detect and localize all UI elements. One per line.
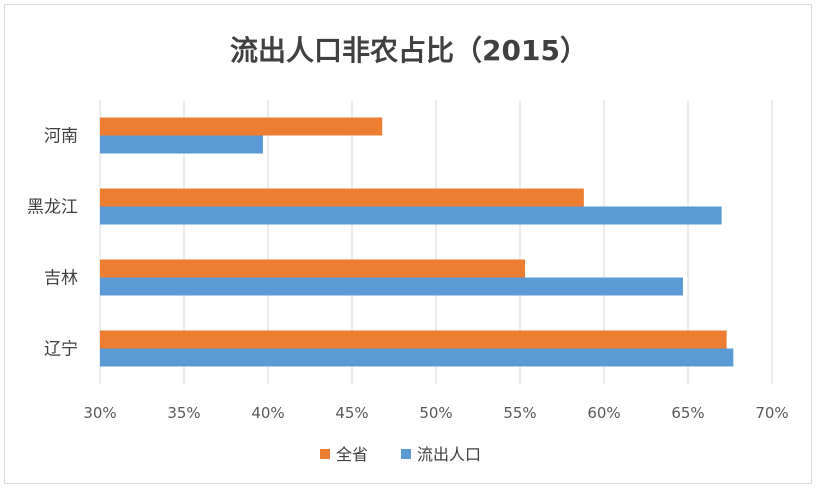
category-label: 黑龙江 [27,198,78,218]
x-tick-label: 50% [419,404,452,422]
legend-swatch [401,449,411,459]
bar [100,188,584,207]
bars [100,117,734,367]
legend-swatch [320,449,330,459]
chart-title: 流出人口非农占比（2015） [230,34,588,67]
x-tick-label: 65% [671,404,704,422]
x-tick-label: 35% [167,404,200,422]
bar [100,259,526,278]
x-tick-label: 70% [755,404,788,422]
category-label: 吉林 [44,269,78,289]
bar [100,277,683,296]
bar [100,117,383,136]
x-tick-label: 30% [83,404,116,422]
legend-label: 流出人口 [417,445,481,464]
legend-label: 全省 [336,445,368,464]
x-tick-label: 60% [587,404,620,422]
axis-labels: 30% 35% 40% 45% 50% 55% 60% 65% 70% 辽宁 吉林 黑龙江 河南 [27,127,789,423]
bar [100,330,727,349]
bar [100,135,263,154]
category-label: 河南 [44,127,78,147]
bar [100,206,722,225]
x-tick-label: 40% [251,404,284,422]
legend: 全省 流出人口 [320,445,481,464]
category-label: 辽宁 [44,340,78,360]
chart-frame [4,4,812,484]
x-tick-label: 55% [503,404,536,422]
x-tick-label: 45% [335,404,368,422]
bar [100,348,734,367]
